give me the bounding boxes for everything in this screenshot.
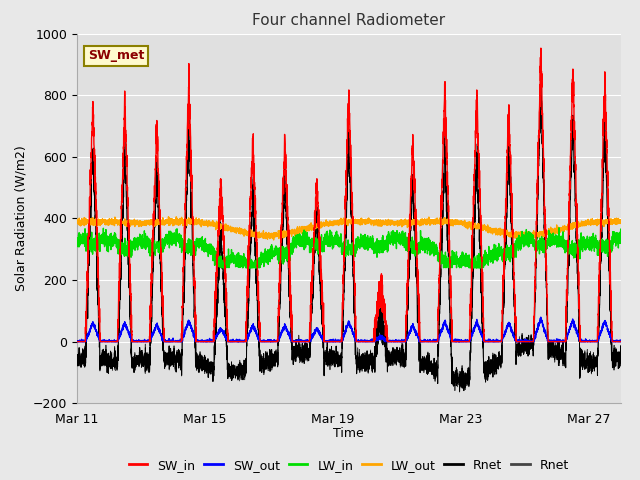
Title: Four channel Radiometer: Four channel Radiometer [252,13,445,28]
Legend: SW_in, SW_out, LW_in, LW_out, Rnet, Rnet: SW_in, SW_out, LW_in, LW_out, Rnet, Rnet [124,454,574,477]
Y-axis label: Solar Radiation (W/m2): Solar Radiation (W/m2) [14,145,27,291]
Text: SW_met: SW_met [88,49,144,62]
X-axis label: Time: Time [333,427,364,440]
